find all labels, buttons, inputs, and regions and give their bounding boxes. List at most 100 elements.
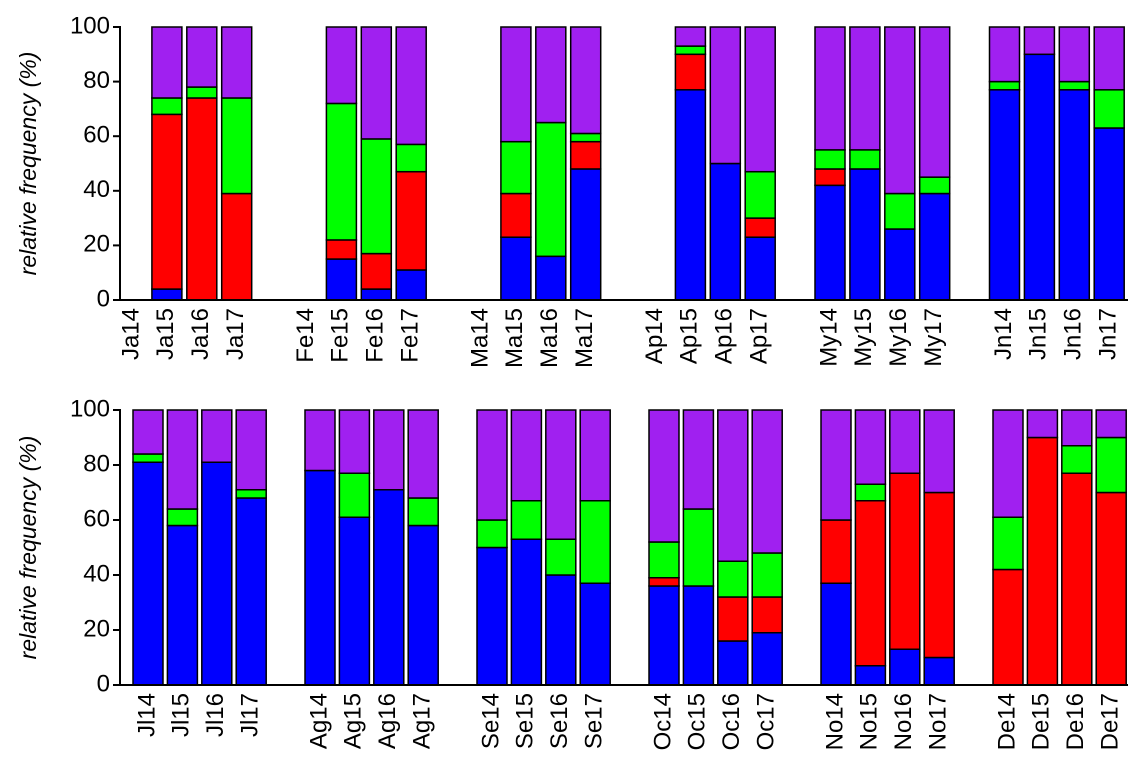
- bar-segment: [407, 524, 439, 686]
- y-axis-label: relative frequency (%): [15, 436, 41, 660]
- bar-segment: [682, 585, 715, 686]
- x-tick-label: Se14: [477, 693, 504, 749]
- x-tick-label: De15: [1028, 693, 1055, 750]
- x-tick-label: Ap16: [711, 308, 738, 364]
- bar-segment: [884, 228, 916, 301]
- x-tick-label: Ma15: [501, 308, 528, 368]
- bar-segment: [648, 409, 680, 543]
- x-tick-label: My15: [850, 308, 877, 367]
- bar-segment: [395, 269, 427, 301]
- x-tick-label: Jn14: [990, 308, 1017, 360]
- bar-segment: [674, 53, 707, 91]
- bar-segment: [500, 192, 532, 238]
- x-tick-label: Fe14: [292, 308, 319, 363]
- bar-segment: [814, 149, 846, 170]
- bar-segment: [709, 26, 742, 165]
- bar-segment: [235, 409, 267, 491]
- bar-segment: [132, 453, 164, 463]
- bar-segment: [360, 26, 393, 140]
- bar-segment: [709, 162, 742, 301]
- bar-segment: [325, 239, 358, 260]
- bar-segment: [186, 97, 218, 301]
- bar-segment: [395, 170, 427, 271]
- bar-segment: [884, 26, 916, 195]
- bar-segment: [814, 184, 846, 301]
- bar-segment: [814, 168, 846, 187]
- x-tick-label: Oc14: [649, 693, 676, 750]
- bar-segment: [1061, 445, 1093, 474]
- bar-segment: [751, 596, 783, 634]
- bar-segment: [889, 648, 921, 686]
- bar-segment: [220, 97, 253, 195]
- bar-segment: [325, 26, 358, 105]
- x-tick-label: Ag14: [305, 693, 332, 749]
- y-tick-label: 60: [83, 505, 110, 532]
- bar-segment: [648, 585, 680, 686]
- bar-segment: [988, 26, 1021, 83]
- bar-segment: [820, 519, 852, 584]
- bar-segment: [682, 508, 715, 587]
- x-tick-label: Ja16: [187, 308, 214, 360]
- bar-segment: [992, 516, 1024, 571]
- x-tick-label: No16: [890, 693, 917, 750]
- bar-segment: [338, 472, 371, 518]
- bar-segment: [717, 640, 749, 686]
- bar-segment: [500, 236, 532, 301]
- bar-segment: [1023, 53, 1056, 301]
- bar-segment: [579, 409, 611, 502]
- bar-segment: [220, 26, 253, 99]
- x-tick-label: No14: [821, 693, 848, 750]
- bar-segment: [338, 516, 371, 686]
- x-tick-label: No15: [856, 693, 883, 750]
- bar-segment: [569, 168, 602, 301]
- y-tick-label: 80: [83, 450, 110, 477]
- bar-segment: [1058, 80, 1091, 91]
- bar-segment: [1095, 409, 1127, 439]
- bar-segment: [151, 288, 183, 301]
- bar-segment: [814, 26, 846, 151]
- bar-segment: [166, 409, 199, 510]
- bar-segment: [682, 409, 715, 510]
- bar-segment: [992, 409, 1024, 518]
- bar-segment: [820, 582, 852, 686]
- bar-segment: [820, 409, 852, 521]
- bar-segment: [535, 121, 567, 258]
- bar-segment: [1026, 436, 1059, 686]
- bar-segment: [545, 409, 577, 540]
- bar-segment: [1093, 26, 1125, 91]
- bar-segment: [1058, 89, 1091, 301]
- x-tick-label: Jl15: [168, 693, 195, 737]
- x-tick-label: Jn16: [1060, 308, 1087, 360]
- y-tick-label: 40: [83, 560, 110, 587]
- bar-segment: [854, 483, 887, 502]
- bar-segment: [849, 26, 881, 151]
- y-tick-label: 20: [83, 615, 110, 642]
- bar-segment: [751, 552, 783, 598]
- x-tick-label: Se17: [581, 693, 608, 749]
- x-tick-label: De16: [1062, 693, 1089, 750]
- x-tick-label: Jl14: [133, 693, 160, 737]
- bar-segment: [992, 568, 1024, 686]
- bar-segment: [1026, 409, 1059, 439]
- bar-segment: [918, 192, 951, 301]
- bar-segment: [1058, 26, 1091, 83]
- bar-segment: [884, 192, 916, 230]
- bar-segment: [648, 541, 680, 579]
- bar-segment: [579, 582, 611, 686]
- bar-segment: [569, 132, 602, 143]
- bar-segment: [325, 102, 358, 241]
- bar-segment: [923, 409, 955, 494]
- y-tick-label: 20: [83, 231, 110, 258]
- bar-segment: [923, 491, 955, 659]
- x-tick-label: Jl17: [237, 693, 264, 737]
- bar-segment: [151, 113, 183, 290]
- bar-segment: [220, 192, 253, 301]
- x-tick-label: Ag15: [340, 693, 367, 749]
- x-tick-label: Ag16: [374, 693, 401, 749]
- bar-segment: [535, 255, 567, 301]
- x-tick-label: De17: [1097, 693, 1124, 750]
- bar-segment: [510, 409, 543, 502]
- bar-segment: [889, 472, 921, 650]
- bar-segment: [923, 656, 955, 686]
- bar-segment: [166, 508, 199, 527]
